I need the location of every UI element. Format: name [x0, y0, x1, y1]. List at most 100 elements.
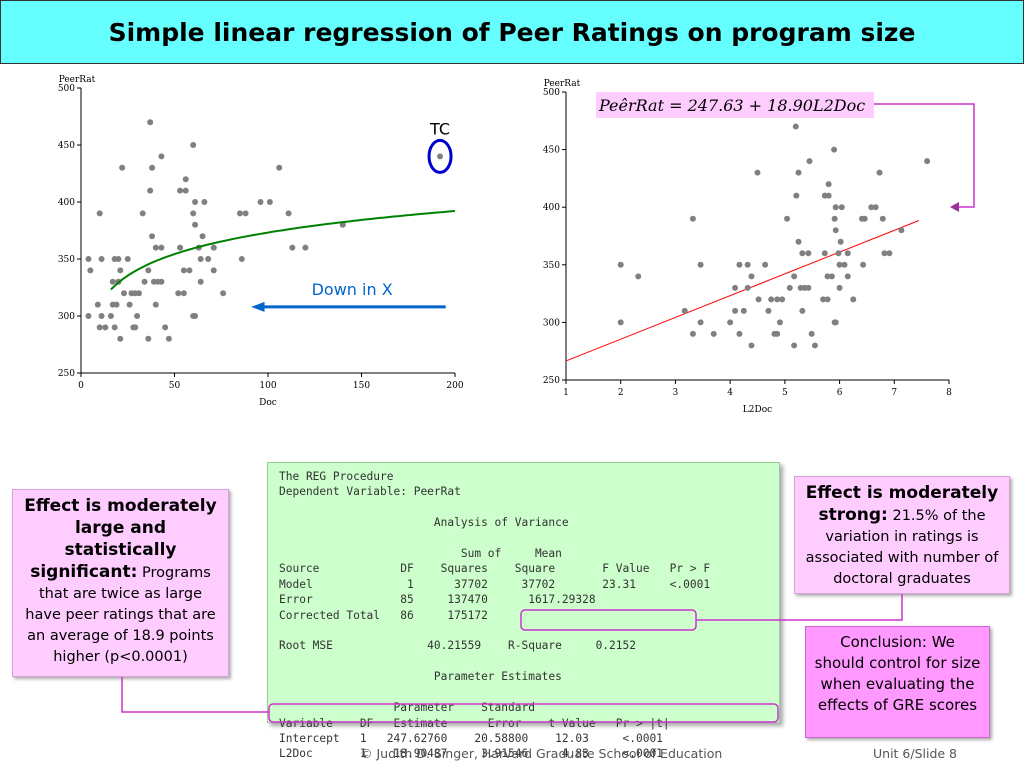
data-point	[831, 215, 838, 222]
data-point	[266, 199, 273, 205]
data-point	[793, 192, 800, 199]
data-point	[832, 227, 839, 234]
data-point	[850, 296, 857, 303]
x-tick-label: 8	[946, 388, 952, 398]
data-point	[774, 296, 781, 303]
data-point	[177, 244, 184, 251]
callout-effect-size-bold: Effect is moderately large and statistic…	[24, 496, 217, 582]
data-point	[860, 261, 867, 268]
data-point	[192, 199, 199, 205]
data-point	[107, 313, 114, 319]
y-tick-label: 500	[543, 88, 560, 98]
data-point	[94, 301, 101, 308]
data-point	[898, 227, 905, 234]
tc-label: TC	[429, 119, 450, 138]
data-point	[149, 164, 156, 171]
data-point	[754, 169, 761, 176]
data-point	[145, 267, 152, 274]
data-point	[197, 256, 204, 262]
data-point	[289, 244, 296, 251]
callout-effect-size-text: Programs that are twice as large have pe…	[25, 565, 216, 665]
callout-effect-strength: Effect is moderately strong: 21.5% of th…	[794, 476, 1010, 594]
data-point	[182, 176, 189, 183]
data-point	[85, 313, 92, 319]
data-point	[220, 290, 227, 297]
data-point	[886, 250, 893, 257]
data-point	[765, 307, 772, 314]
x-axis-title: Doc	[259, 398, 277, 408]
data-point	[242, 210, 249, 217]
data-point	[779, 296, 786, 303]
footer-slide-number: Unit 6/Slide 8	[873, 746, 958, 761]
data-point	[824, 296, 831, 303]
data-point	[134, 313, 141, 319]
y-tick-label: 350	[543, 261, 560, 271]
data-point	[113, 301, 120, 308]
data-point	[844, 250, 851, 257]
x-tick-label: 200	[446, 381, 463, 391]
data-point	[285, 210, 292, 217]
data-point	[831, 146, 838, 153]
data-point	[841, 261, 848, 268]
sas-output-text: The REG Procedure Dependent Variable: Pe…	[279, 470, 711, 761]
data-point	[339, 221, 346, 228]
data-point	[784, 215, 791, 222]
down-in-x-arrowhead	[251, 301, 265, 312]
data-point	[821, 250, 828, 257]
data-point	[149, 233, 156, 240]
callout-effect-strength-text: 21.5% of the variation in ratings is ass…	[805, 508, 999, 587]
data-point	[141, 278, 148, 285]
y-tick-label: 450	[543, 146, 560, 156]
equation-box	[596, 92, 874, 118]
x-tick-label: 0	[78, 381, 84, 391]
data-point	[147, 119, 154, 126]
data-point	[838, 204, 845, 211]
y-tick-label: 400	[543, 203, 560, 213]
data-point	[98, 256, 105, 262]
data-point	[689, 330, 696, 337]
l2doc-scatter-plot: 250 300 350 400 450 500 1 2 3 4 5 6 7 8 PeerRat L2Doc Pe…	[543, 79, 952, 415]
data-point	[924, 158, 931, 165]
data-point	[792, 123, 799, 130]
data-point	[808, 330, 815, 337]
data-point	[182, 187, 189, 194]
x-tick-label: 5	[782, 388, 788, 398]
data-point	[102, 324, 109, 331]
data-point	[732, 307, 739, 314]
data-point	[199, 233, 206, 240]
data-point	[799, 307, 806, 314]
data-point	[876, 169, 883, 176]
data-point	[799, 250, 806, 257]
conclusion-text: Conclusion: We should control for size w…	[814, 633, 981, 714]
data-point	[121, 290, 128, 297]
data-point	[197, 278, 204, 285]
data-point	[744, 284, 751, 291]
data-point	[158, 278, 165, 285]
data-point	[837, 238, 844, 245]
title-bar: Simple linear regression of Peer Ratings…	[0, 0, 1024, 64]
data-point	[117, 267, 124, 274]
data-point	[158, 153, 165, 160]
data-point	[736, 261, 743, 268]
data-point	[165, 335, 172, 342]
y-tick-label: 250	[543, 376, 560, 386]
data-point	[126, 301, 133, 308]
data-point	[868, 204, 875, 211]
y-tick-label: 400	[58, 198, 75, 208]
data-point	[635, 273, 642, 280]
data-point	[832, 319, 839, 326]
data-point	[177, 187, 184, 194]
x-tick-label: 150	[353, 381, 370, 391]
x-tick-label: 50	[169, 381, 181, 391]
data-point	[205, 256, 212, 262]
y-axis-title: PeerRat	[59, 75, 96, 85]
data-point	[861, 215, 868, 222]
data-point	[805, 284, 812, 291]
data-point	[811, 342, 818, 349]
data-point	[162, 324, 169, 331]
data-point	[158, 244, 165, 251]
data-point	[795, 169, 802, 176]
data-point	[762, 261, 769, 268]
data-point	[836, 284, 843, 291]
data-point	[844, 273, 851, 280]
